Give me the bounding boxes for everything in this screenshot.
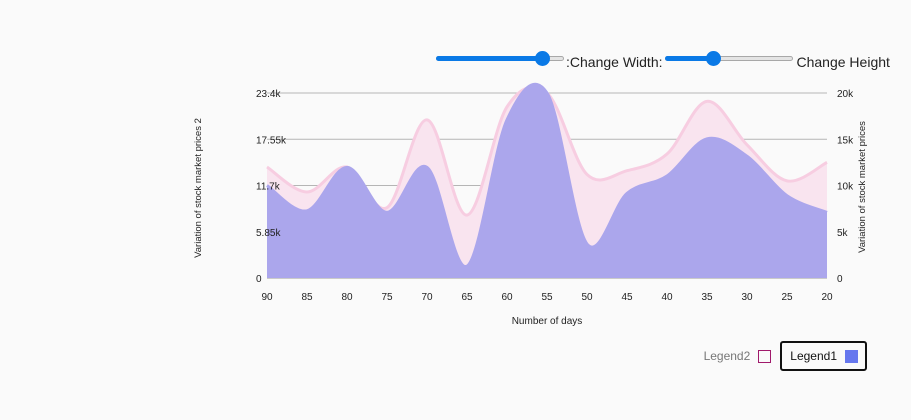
x-tick-label: 85 (301, 292, 313, 303)
height-slider-thumb[interactable] (706, 51, 722, 66)
y-tick-label-left: 17.55k (256, 135, 287, 146)
x-tick-label: 75 (381, 292, 393, 303)
x-tick-label: 40 (661, 292, 673, 303)
change-width-label: :Change Width: (566, 54, 663, 70)
y-tick-label-right: 5k (837, 228, 849, 239)
legend-label: Legend1 (790, 349, 837, 363)
width-slider[interactable] (436, 50, 564, 68)
x-tick-label: 90 (261, 292, 273, 303)
series-area-legend1 (267, 84, 827, 278)
y-tick-label-right: 0 (837, 274, 843, 285)
x-tick-label: 45 (621, 292, 633, 303)
x-tick-label: 30 (741, 292, 753, 303)
series-line-legend1 (266, 82, 828, 268)
x-tick-label: 55 (541, 292, 553, 303)
legend-item-legend2[interactable]: Legend2 (695, 343, 781, 369)
y-tick-label-left: 11.7k (256, 182, 281, 193)
x-tick-label: 25 (781, 292, 793, 303)
x-tick-label: 70 (421, 292, 433, 303)
y-axis-title-right: Variation of stock market prices (857, 121, 868, 253)
y-tick-label-left: 0 (256, 274, 262, 285)
x-tick-label: 65 (461, 292, 473, 303)
change-height-label: Change Height (796, 54, 890, 70)
chart-legend: Legend2 Legend1 (695, 341, 867, 371)
legend-label: Legend2 (703, 349, 751, 363)
width-slider-thumb[interactable] (535, 51, 551, 66)
x-tick-label: 20 (821, 292, 833, 303)
y-tick-label-left: 23.4k (256, 89, 281, 100)
x-tick-label: 50 (581, 292, 593, 303)
y-tick-label-right: 10k (837, 182, 854, 193)
x-axis-title: Number of days (512, 316, 583, 327)
x-tick-label: 80 (341, 292, 353, 303)
height-slider[interactable] (664, 50, 793, 68)
chart-controls: :Change Width: Change Height (436, 50, 892, 70)
y-tick-label-right: 15k (837, 135, 854, 146)
legend-item-legend1[interactable]: Legend1 (780, 341, 867, 371)
y-tick-label-right: 20k (837, 89, 854, 100)
legend-swatch (758, 349, 772, 363)
x-tick-label: 60 (501, 292, 513, 303)
y-tick-label-left: 5.85k (256, 228, 281, 239)
height-slider-fill (664, 56, 714, 61)
width-slider-fill (436, 56, 543, 61)
legend-swatch (845, 349, 858, 363)
x-tick-label: 35 (701, 292, 713, 303)
y-axis-title-left: Variation of stock market prices 2 (193, 118, 204, 258)
